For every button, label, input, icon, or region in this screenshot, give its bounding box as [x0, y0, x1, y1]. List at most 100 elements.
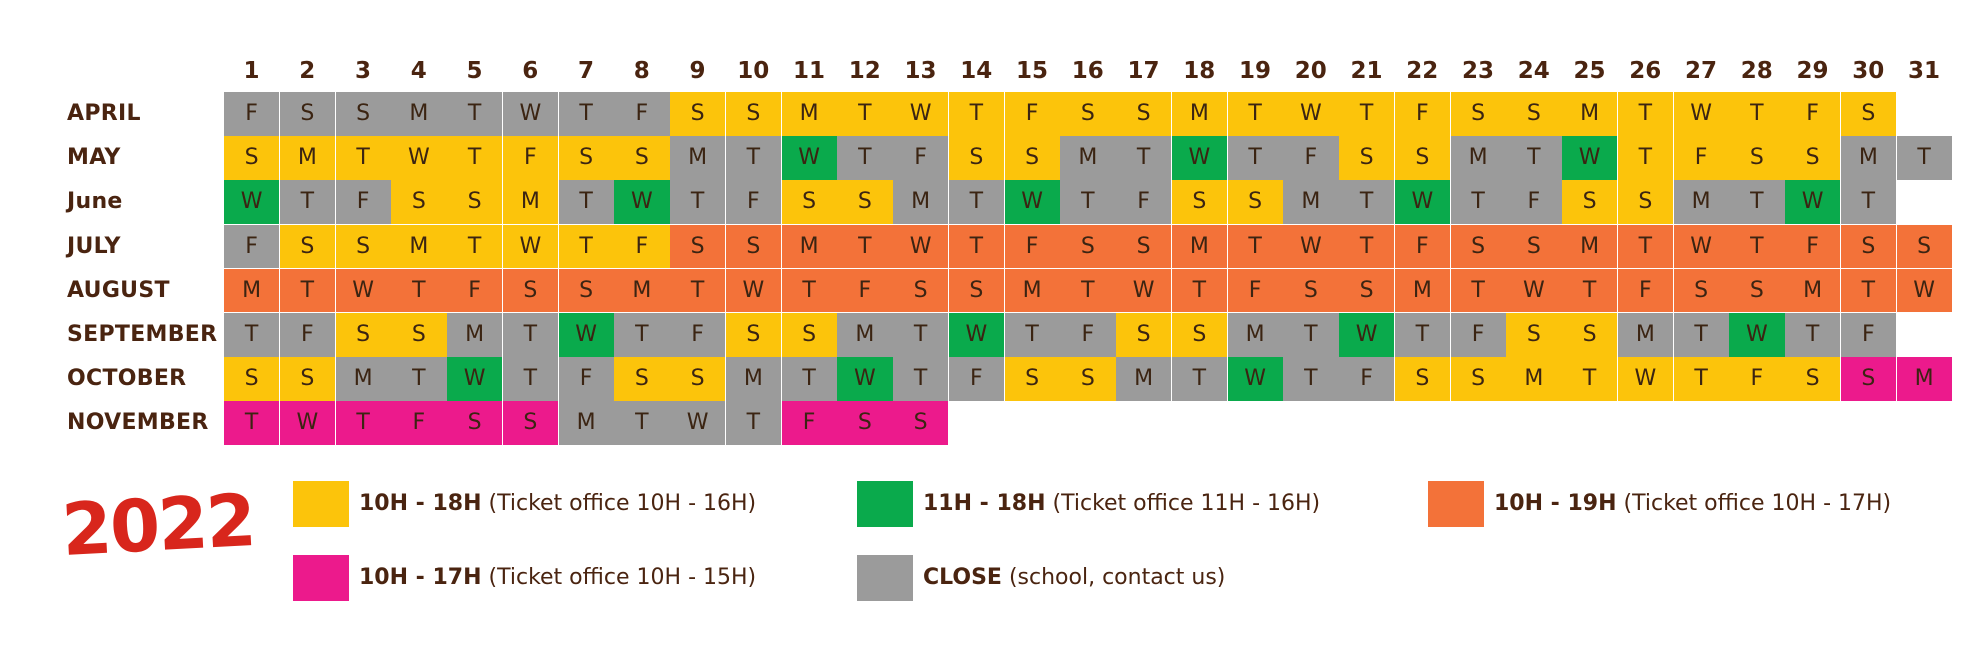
day-cell: W: [1394, 180, 1451, 226]
day-cell: W: [447, 357, 504, 402]
day-cell: S: [1785, 357, 1842, 402]
day-cell: W: [1896, 268, 1953, 314]
day-cell: F: [781, 401, 838, 447]
day-cell: S: [670, 92, 727, 137]
day-cell: F: [893, 136, 950, 181]
day-cell: S: [224, 136, 281, 181]
legend-hours: 11H - 18H: [923, 491, 1046, 516]
day-cell: W: [781, 136, 838, 181]
day-cell: T: [1339, 92, 1396, 137]
day-number: 19: [1238, 58, 1271, 84]
day-cell: M: [1171, 224, 1228, 270]
day-cell: W: [614, 180, 671, 226]
legend-label: CLOSE (school, contact us): [923, 555, 1225, 601]
day-cell: S: [725, 92, 782, 137]
day-cell: T: [1562, 268, 1619, 314]
day-cell: S: [948, 136, 1005, 181]
day-cell: T: [558, 224, 615, 270]
day-cell: S: [335, 92, 392, 137]
day-cell: T: [670, 268, 727, 314]
legend-detail: (Ticket office 10H - 17H): [1623, 491, 1892, 516]
day-cell: F: [1060, 313, 1117, 358]
day-cell: M: [1394, 268, 1451, 314]
day-cell: S: [1562, 180, 1619, 226]
day-cell: S: [1840, 92, 1897, 137]
day-number: 27: [1684, 58, 1717, 84]
day-cell: M: [670, 136, 727, 181]
day-cell: F: [447, 268, 504, 314]
day-cell: M: [1785, 268, 1842, 314]
month-label: AUGUST: [67, 277, 170, 303]
day-cell: M: [1673, 180, 1730, 226]
day-cell: M: [1506, 357, 1563, 402]
day-cell: M: [837, 313, 894, 358]
day-cell: W: [670, 401, 727, 447]
month-label: JULY: [67, 233, 121, 259]
day-cell: S: [1339, 136, 1396, 181]
day-cell: S: [1116, 313, 1173, 358]
day-cell: S: [391, 180, 448, 226]
day-cell: W: [1785, 180, 1842, 226]
month-label: SEPTEMBER: [67, 322, 218, 347]
day-cell: M: [502, 180, 559, 226]
day-cell: T: [279, 268, 336, 314]
day-cell: S: [893, 268, 950, 314]
day-cell: W: [1617, 357, 1674, 402]
day-cell: S: [725, 313, 782, 358]
day-cell: T: [447, 224, 504, 270]
day-cell: S: [224, 357, 281, 402]
day-cell: F: [1785, 92, 1842, 137]
day-number: 15: [1015, 58, 1048, 84]
day-cell: W: [1673, 92, 1730, 137]
day-cell: T: [1227, 224, 1284, 270]
day-cell: T: [1785, 313, 1842, 358]
day-number: 7: [577, 58, 594, 84]
day-cell: T: [1171, 268, 1228, 314]
day-cell: W: [1339, 313, 1396, 358]
day-cell: S: [1729, 268, 1786, 314]
day-cell: S: [1339, 268, 1396, 314]
day-cell: S: [1116, 224, 1173, 270]
day-cell: S: [1171, 313, 1228, 358]
day-cell: M: [1617, 313, 1674, 358]
day-cell: T: [1171, 357, 1228, 402]
day-number: 25: [1573, 58, 1606, 84]
day-cell: S: [1060, 92, 1117, 137]
day-cell: F: [837, 268, 894, 314]
day-cell: W: [1004, 180, 1061, 226]
day-cell: S: [614, 136, 671, 181]
day-cell: M: [1227, 313, 1284, 358]
day-cell: S: [670, 357, 727, 402]
day-cell: S: [781, 180, 838, 226]
day-cell: W: [1562, 136, 1619, 181]
day-cell: T: [335, 136, 392, 181]
day-cell: M: [391, 92, 448, 137]
day-cell: T: [1283, 313, 1340, 358]
day-number: 16: [1071, 58, 1104, 84]
day-cell: M: [447, 313, 504, 358]
day-cell: M: [1283, 180, 1340, 226]
day-cell: F: [1116, 180, 1173, 226]
day-cell: T: [1673, 357, 1730, 402]
day-number: 11: [792, 58, 825, 84]
day-cell: T: [893, 357, 950, 402]
day-cell: T: [1339, 224, 1396, 270]
day-cell: T: [1562, 357, 1619, 402]
day-cell: S: [279, 357, 336, 402]
day-number: 8: [633, 58, 650, 84]
day-cell: F: [614, 224, 671, 270]
month-label: NOVEMBER: [67, 410, 209, 436]
day-cell: S: [614, 357, 671, 402]
day-cell: S: [335, 224, 392, 270]
day-cell: W: [1283, 92, 1340, 137]
day-cell: T: [837, 136, 894, 181]
month-label: OCTOBER: [67, 366, 187, 392]
day-number: 22: [1406, 58, 1439, 84]
day-cell: T: [1060, 268, 1117, 314]
opening-calendar: 1 2 3 4 5 6 7 8 9 10 11 12 13 14 15 16 17 18 19 20 21 22 23 24 2…: [67, 58, 1953, 447]
month-label: MAY: [67, 145, 121, 171]
day-cell: T: [1060, 180, 1117, 226]
day-cell: S: [1450, 92, 1507, 137]
day-cell: S: [1394, 136, 1451, 181]
day-cell: M: [1116, 357, 1173, 402]
